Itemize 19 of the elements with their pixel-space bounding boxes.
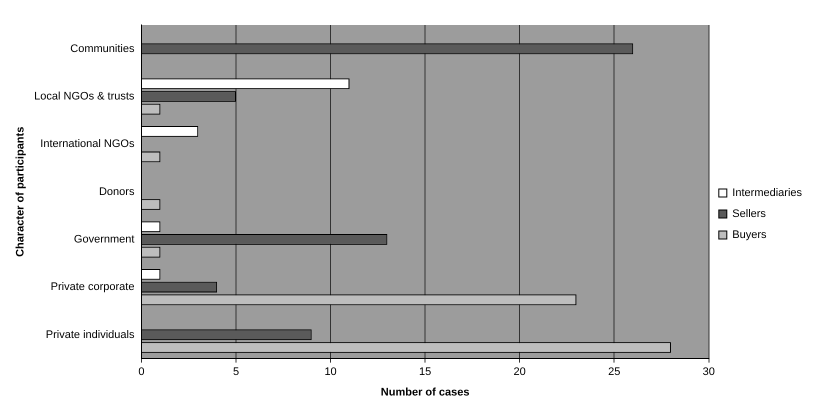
x-tick-label: 30 — [702, 366, 715, 378]
y-tick-label: Government — [74, 233, 134, 246]
x-axis-title: Number of cases — [380, 386, 470, 398]
y-tick-label: Private individuals — [46, 328, 135, 341]
x-tick-label: 15 — [419, 366, 432, 378]
y-axis-title: Character of participants — [14, 126, 27, 257]
y-tick-label: Local NGOs & trusts — [34, 90, 135, 103]
x-tick-label: 5 — [232, 366, 240, 378]
y-tick-label: International NGOs — [40, 138, 135, 150]
legend-label: Intermediaries — [732, 187, 802, 200]
x-tick-label: 20 — [514, 366, 526, 378]
y-tick-label: Private corporate — [50, 281, 134, 294]
legend-label: Sellers — [732, 208, 766, 220]
x-tick-label: 10 — [324, 366, 337, 378]
x-tick-label: 0 — [138, 366, 145, 378]
legend-label: Buyers — [732, 229, 768, 242]
y-tick-label: Communities — [70, 42, 135, 55]
y-tick-label: Donors — [98, 186, 135, 198]
x-tick-label: 25 — [608, 366, 620, 378]
